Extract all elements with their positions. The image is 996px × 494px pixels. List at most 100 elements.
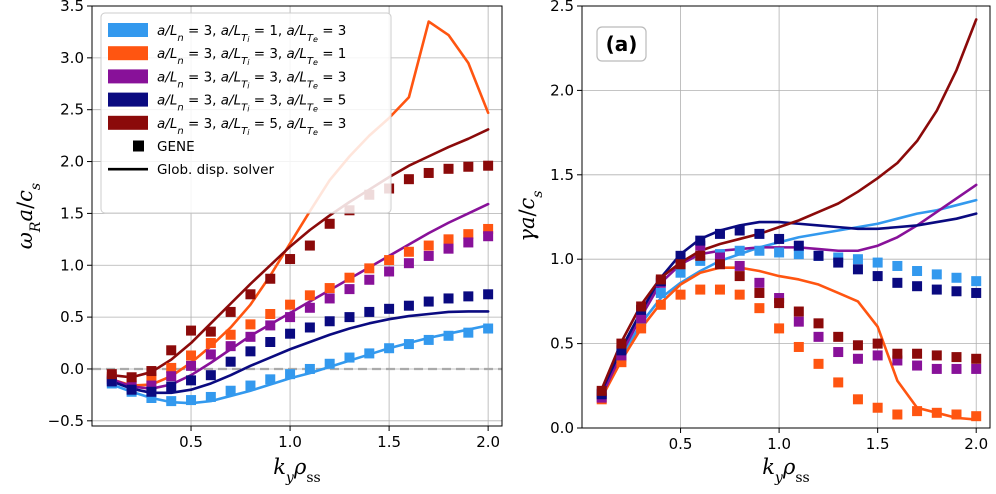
- legend-label: GENE: [157, 139, 195, 155]
- gene-marker: [186, 350, 197, 361]
- gene-marker: [146, 366, 157, 377]
- gene-marker: [285, 299, 296, 310]
- gene-marker: [146, 373, 157, 384]
- gene-marker: [126, 384, 137, 395]
- y-tick-label: −0.5: [48, 412, 84, 430]
- gene-marker: [793, 316, 804, 327]
- x-tick-label: 2.0: [476, 433, 500, 451]
- gene-marker: [714, 284, 725, 295]
- right-solver-lines: [600, 18, 978, 421]
- gene-marker: [304, 240, 315, 251]
- y-tick-label: 2.5: [550, 0, 574, 15]
- gene-marker: [126, 372, 137, 383]
- gene-marker: [714, 228, 725, 239]
- gene-marker: [403, 339, 414, 350]
- gene-marker: [384, 343, 395, 354]
- gene-marker: [324, 293, 335, 304]
- gene-marker: [734, 289, 745, 300]
- gene-marker: [364, 274, 375, 285]
- gene-marker: [695, 255, 706, 266]
- gene-marker: [423, 240, 434, 251]
- gene-marker: [423, 167, 434, 178]
- gene-marker: [265, 374, 276, 385]
- x-tick-label: 1.5: [377, 433, 401, 451]
- legend-swatch-gene: [133, 140, 144, 152]
- gene-marker: [344, 284, 355, 295]
- legend-frame: [100, 12, 392, 214]
- gene-marker: [655, 274, 666, 285]
- gene-marker: [463, 327, 474, 338]
- y-tick-label: 2.0: [550, 81, 574, 99]
- solver-line-series-5: [110, 128, 490, 379]
- gene-marker: [971, 353, 982, 364]
- gene-marker: [852, 264, 863, 275]
- gene-marker: [463, 237, 474, 248]
- gene-marker: [872, 338, 883, 349]
- gene-marker: [443, 330, 454, 341]
- gene-marker: [774, 298, 785, 309]
- gene-marker: [483, 231, 494, 242]
- gene-marker: [813, 250, 824, 261]
- panel-label-box: (a): [596, 26, 647, 62]
- gene-marker: [912, 281, 923, 292]
- gene-marker: [324, 358, 335, 369]
- gene-marker: [951, 272, 962, 283]
- gene-marker: [912, 266, 923, 277]
- gene-marker: [324, 316, 335, 327]
- legend-label: a/Ln = 3, a/LTi = 5, a/LTe = 3: [157, 116, 346, 137]
- gene-marker: [833, 252, 844, 263]
- y-tick-label: 1.0: [60, 256, 84, 274]
- right-gene-markers: [596, 225, 982, 422]
- gene-marker: [931, 407, 942, 418]
- gene-marker: [384, 255, 395, 266]
- gene-marker: [166, 362, 177, 373]
- gene-marker: [971, 276, 982, 287]
- gene-marker: [833, 377, 844, 388]
- gene-marker: [344, 312, 355, 323]
- left-chart: 0.5 1.0 1.5 2.0 −0.5 0.0 0.5 1.0 1.5 2.0 2.5 3.0 3.5…: [13, 0, 503, 486]
- legend-label: a/Ln = 3, a/LTi = 3, a/LTe = 5: [157, 93, 346, 114]
- gene-marker: [774, 293, 785, 304]
- gene-marker: [304, 322, 315, 333]
- gene-marker: [872, 402, 883, 413]
- gene-marker: [403, 300, 414, 311]
- gene-marker: [793, 341, 804, 352]
- gene-marker: [225, 306, 236, 317]
- gene-marker: [833, 257, 844, 268]
- left-xlabel: ky ρss: [273, 455, 321, 486]
- gene-marker: [754, 303, 765, 314]
- gene-marker: [166, 371, 177, 382]
- gene-marker: [265, 309, 276, 319]
- gene-marker: [951, 286, 962, 297]
- gene-marker: [245, 331, 256, 342]
- gene-marker: [423, 250, 434, 261]
- gene-marker: [754, 228, 765, 239]
- gene-marker: [205, 338, 216, 349]
- gene-marker: [852, 340, 863, 351]
- right-ticks: 0.5 1.0 1.5 2.0 0.0 0.5 1.0 1.5 2.0 2.5: [550, 0, 988, 453]
- x-tick-label: 0.5: [179, 433, 203, 451]
- gene-marker: [734, 225, 745, 236]
- gene-marker: [304, 363, 315, 374]
- y-tick-label: 2.0: [60, 153, 84, 171]
- gene-marker: [344, 272, 355, 283]
- gene-marker: [483, 289, 494, 300]
- gene-marker: [443, 293, 454, 304]
- gene-marker: [951, 352, 962, 363]
- y-tick-label: 1.5: [60, 204, 84, 222]
- gene-marker: [931, 363, 942, 374]
- gene-marker: [245, 380, 256, 391]
- gene-marker: [364, 348, 375, 359]
- y-tick-label: 1.0: [550, 250, 574, 268]
- gene-marker: [774, 233, 785, 244]
- gene-marker: [166, 396, 177, 407]
- gene-marker: [463, 291, 474, 302]
- x-tick-label: 2.0: [964, 435, 988, 453]
- legend-swatch: [108, 69, 148, 84]
- gene-marker: [734, 271, 745, 282]
- legend-label: a/Ln = 3, a/LTi = 1, a/LTe = 3: [157, 23, 346, 44]
- right-ylabel: γa/cs: [515, 190, 546, 241]
- y-tick-label: 1.5: [550, 166, 574, 184]
- legend-swatch: [108, 46, 148, 61]
- gene-marker: [931, 284, 942, 295]
